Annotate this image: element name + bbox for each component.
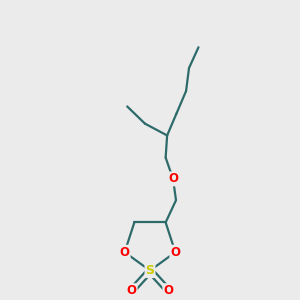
Text: O: O — [127, 284, 137, 297]
Text: O: O — [170, 246, 180, 259]
Text: O: O — [163, 284, 173, 297]
Text: S: S — [146, 264, 154, 277]
Text: O: O — [168, 172, 178, 185]
Text: O: O — [120, 246, 130, 259]
